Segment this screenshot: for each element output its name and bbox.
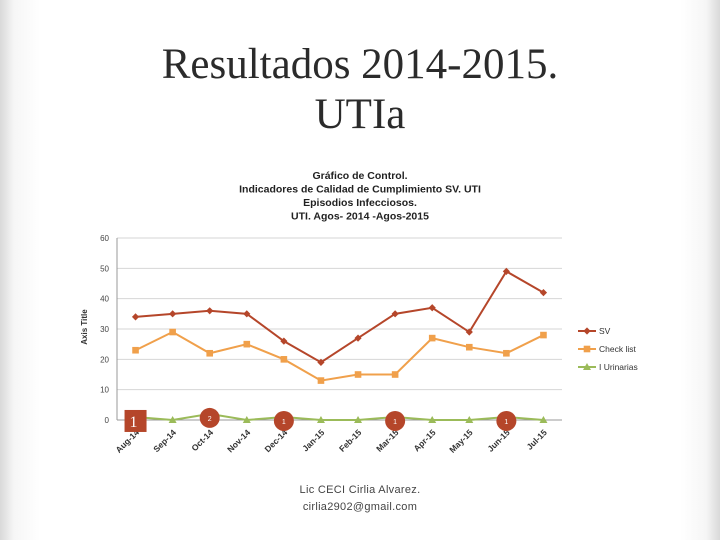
point-check-list: [428, 334, 436, 342]
legend-swatch-marker: [583, 345, 591, 353]
point-sv: [428, 304, 436, 312]
data-label-text: 1: [282, 419, 286, 426]
series-line-check-list: [135, 330, 544, 382]
point-i-urinarias: [465, 416, 474, 423]
chart-gridlines: [116, 237, 562, 421]
point-sv: [243, 310, 251, 318]
data-label: 1: [496, 410, 517, 431]
point-sv: [169, 310, 177, 318]
footer-author: Lic CECI Cirlia Alvarez.: [299, 484, 421, 496]
legend-label: I Urinarias: [599, 362, 638, 372]
slide-footer: Lic CECI Cirlia Alvarez. cirlia2902@gmai…: [240, 482, 480, 516]
point-check-list: [354, 371, 362, 378]
chart-title-line: Gráfico de Control.: [312, 170, 407, 182]
point-i-urinarias: [168, 416, 177, 423]
data-label: 1: [124, 409, 147, 432]
series-sv: [131, 267, 548, 366]
y-tick-label: 30: [100, 325, 109, 334]
legend-swatch-marker: [583, 327, 591, 335]
legend-swatch-marker: [583, 363, 591, 370]
point-sv: [206, 307, 214, 315]
point-sv: [465, 328, 473, 336]
legend-item-check-list: Check list: [578, 344, 636, 354]
point-check-list: [132, 346, 139, 354]
point-check-list: [243, 340, 251, 348]
y-tick-label: 50: [100, 264, 109, 273]
chart-title-line: UTI. Agos- 2014 -Agos-2015: [291, 211, 429, 223]
point-check-list: [540, 331, 547, 339]
legend-item-sv: SV: [578, 326, 611, 336]
point-check-list: [169, 328, 176, 336]
data-label-text: 1: [393, 419, 397, 426]
data-label-badge: [199, 407, 220, 428]
data-label-text: 1: [130, 414, 138, 431]
point-sv: [502, 267, 510, 275]
y-tick-label: 20: [100, 355, 109, 364]
chart-title-line: Indicadores de Calidad de Cumplimiento S…: [239, 184, 481, 196]
data-label: 2: [199, 407, 220, 428]
point-check-list: [206, 349, 214, 357]
y-axis-ticks: 0 10 20 30 40 50 60: [100, 234, 109, 425]
point-sv: [391, 310, 399, 318]
chart-title-line: Episodios Infecciosos.: [303, 197, 417, 209]
point-check-list: [280, 356, 288, 363]
point-i-urinarias: [316, 416, 325, 423]
chart-legend: SV Check list I Urinarias: [578, 326, 638, 372]
y-axis-label: Axis Title: [80, 309, 89, 345]
data-label-text: 1: [504, 419, 508, 426]
slide-title: Resultados 2014-2015. UTIa: [60, 40, 660, 140]
data-label-badge: [496, 410, 517, 431]
legend-item-i-urinarias: I Urinarias: [578, 362, 638, 372]
point-check-list: [317, 377, 325, 384]
data-label-badge: [273, 410, 294, 431]
legend-label: Check list: [599, 344, 636, 354]
point-check-list: [503, 349, 510, 357]
y-tick-label: 60: [100, 234, 109, 243]
slide-title-line-1: Resultados 2014-2015.: [161, 41, 559, 88]
chart-title: Gráfico de Control. Indicadores de Calida…: [239, 170, 481, 223]
point-i-urinarias: [539, 416, 548, 423]
data-label-badge: [385, 410, 406, 431]
data-label-text: 2: [208, 416, 212, 423]
series-line-sv: [135, 270, 544, 364]
point-sv: [317, 358, 325, 366]
point-i-urinarias: [428, 416, 437, 423]
y-tick-label: 10: [100, 386, 109, 395]
point-sv: [280, 337, 288, 345]
footer-email: cirlia2902@gmail.com: [302, 501, 418, 513]
point-sv: [131, 313, 140, 321]
data-labels: 1 2 1 1 1: [124, 407, 517, 432]
point-i-urinarias: [354, 416, 363, 423]
point-check-list: [391, 371, 399, 378]
point-check-list: [465, 343, 473, 351]
data-label: 1: [385, 410, 406, 431]
data-label: 1: [273, 410, 294, 431]
y-tick-label: 40: [100, 295, 109, 304]
point-i-urinarias: [242, 416, 251, 423]
point-sv: [539, 289, 548, 297]
series-check-list: [132, 328, 547, 384]
point-sv: [354, 334, 362, 342]
slide-title-line-2: UTIa: [314, 91, 406, 138]
data-label-badge: [124, 409, 147, 432]
legend-label: SV: [599, 326, 611, 336]
y-tick-label: 0: [105, 416, 110, 425]
